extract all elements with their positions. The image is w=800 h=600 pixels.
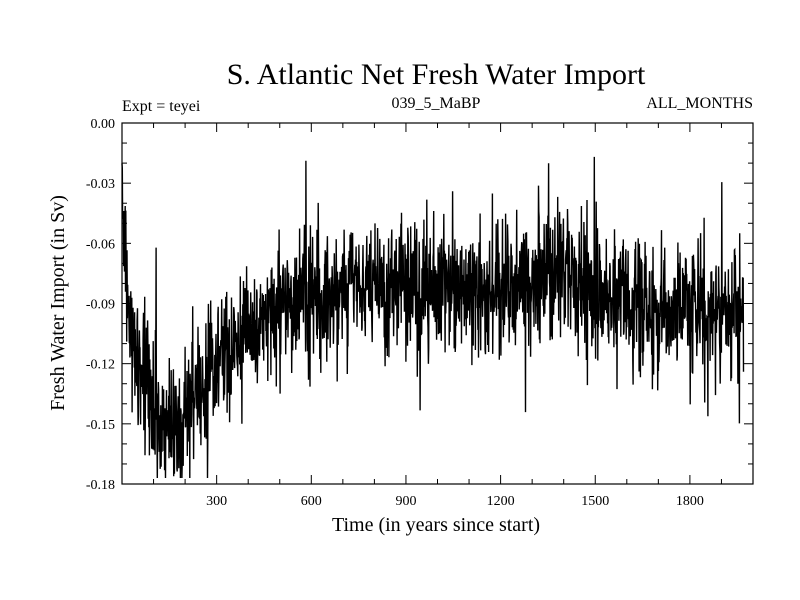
- x-tick-label: 300: [206, 494, 227, 509]
- x-tick-label: 1800: [676, 494, 704, 509]
- data-series-line: [121, 156, 745, 479]
- x-tick-label: 1200: [487, 494, 515, 509]
- x-tick-label: 900: [395, 494, 416, 509]
- months-label: ALL_MONTHS: [646, 95, 753, 112]
- y-tick-label: 0.00: [91, 117, 116, 132]
- y-tick-label: -0.18: [86, 478, 115, 493]
- y-tick-label: -0.12: [86, 358, 115, 373]
- y-tick-label: -0.09: [86, 298, 115, 313]
- y-tick-label: -0.03: [86, 177, 115, 192]
- x-tick-label: 1500: [581, 494, 609, 509]
- run-label: 039_5_MaBP: [392, 95, 481, 112]
- y-tick-label: -0.15: [86, 418, 115, 433]
- y-axis-label: Fresh Water Import (in Sv): [47, 195, 69, 411]
- x-tick-label: 600: [301, 494, 322, 509]
- plot-area: 300 600 900 1200 1500 1800 0.00 -0.03 -0.06 -0.09…: [86, 117, 754, 509]
- y-tick-label: -0.06: [86, 237, 115, 252]
- experiment-label: Expt = teyei: [122, 98, 201, 115]
- chart-title: S. Atlantic Net Fresh Water Import: [227, 58, 646, 91]
- x-axis-label: Time (in years since start): [332, 514, 540, 536]
